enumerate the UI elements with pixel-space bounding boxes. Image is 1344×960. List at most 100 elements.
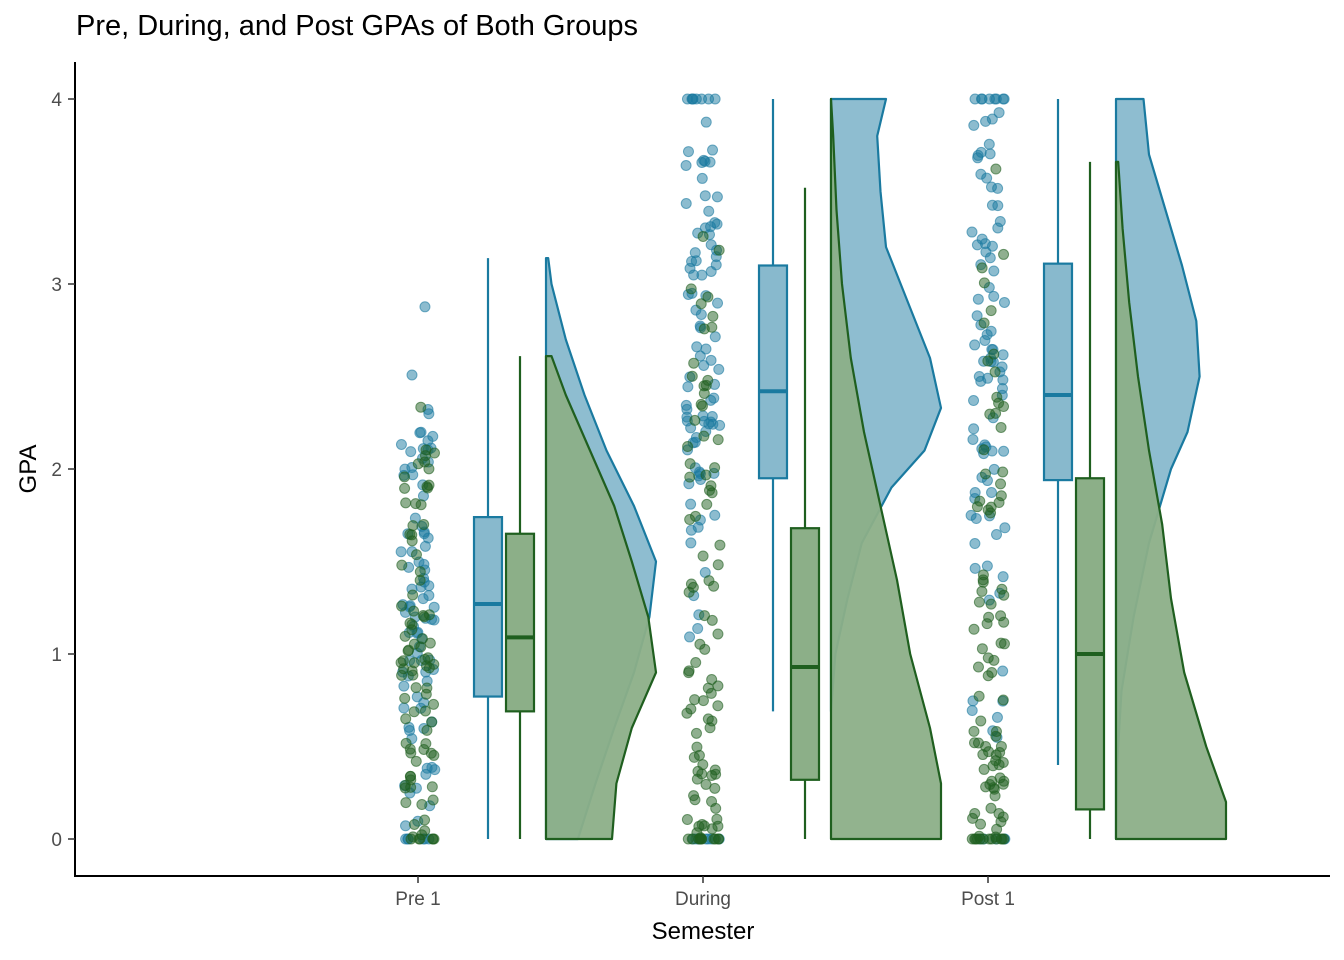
data-point bbox=[405, 770, 417, 782]
data-point bbox=[980, 115, 992, 127]
data-point bbox=[985, 181, 997, 193]
data-point bbox=[415, 641, 427, 653]
data-point bbox=[966, 705, 978, 717]
data-point bbox=[680, 159, 692, 171]
data-point bbox=[968, 119, 980, 131]
data-point bbox=[408, 706, 420, 718]
data-point bbox=[997, 694, 1009, 706]
data-point bbox=[991, 529, 1003, 541]
data-point bbox=[995, 421, 1007, 433]
x-tick-label: Pre 1 bbox=[395, 889, 440, 910]
data-point bbox=[698, 359, 710, 371]
data-point bbox=[707, 310, 719, 322]
data-point bbox=[710, 802, 722, 814]
box-iqr bbox=[504, 532, 536, 713]
data-point bbox=[968, 423, 980, 435]
box-iqr bbox=[1074, 477, 1106, 811]
data-point bbox=[709, 93, 721, 105]
data-point bbox=[693, 749, 705, 761]
data-point bbox=[706, 673, 718, 685]
data-point bbox=[982, 372, 994, 384]
data-point bbox=[998, 401, 1010, 413]
data-point bbox=[998, 589, 1010, 601]
data-point bbox=[406, 529, 418, 541]
data-point bbox=[985, 802, 997, 814]
x-tick-label: Post 1 bbox=[961, 889, 1015, 910]
data-point bbox=[415, 401, 427, 413]
y-tick-label: 0 bbox=[51, 830, 62, 851]
box-iqr bbox=[472, 515, 504, 698]
data-point bbox=[427, 430, 439, 442]
data-point bbox=[966, 226, 978, 238]
data-point bbox=[972, 661, 984, 673]
axes-layer: 0 1 2 3 4 Pre 1 During Post 1 bbox=[51, 62, 1330, 910]
data-point bbox=[420, 738, 432, 750]
data-point bbox=[971, 501, 983, 513]
data-point bbox=[417, 593, 429, 605]
data-point bbox=[709, 462, 721, 474]
density-clouds-layer bbox=[544, 97, 1228, 841]
data-point bbox=[427, 794, 439, 806]
data-point bbox=[682, 441, 694, 453]
data-point bbox=[705, 354, 717, 366]
data-point bbox=[982, 652, 994, 664]
data-point bbox=[976, 262, 988, 274]
data-point bbox=[712, 628, 724, 640]
data-point bbox=[987, 760, 999, 772]
data-point bbox=[988, 348, 1000, 360]
data-point bbox=[703, 418, 715, 430]
data-point bbox=[698, 430, 710, 442]
data-point bbox=[410, 498, 422, 510]
data-point bbox=[404, 725, 416, 737]
data-point bbox=[685, 283, 697, 295]
data-point bbox=[712, 297, 724, 309]
data-point bbox=[986, 240, 998, 252]
data-point bbox=[406, 369, 418, 381]
data-point bbox=[981, 618, 993, 630]
data-point bbox=[700, 116, 712, 128]
data-point bbox=[972, 293, 984, 305]
data-point bbox=[683, 665, 695, 677]
data-point bbox=[711, 191, 723, 203]
data-point bbox=[681, 707, 693, 719]
data-point bbox=[701, 498, 713, 510]
data-point bbox=[684, 631, 696, 643]
data-point bbox=[997, 466, 1009, 478]
data-point bbox=[396, 559, 408, 571]
data-point bbox=[998, 248, 1010, 260]
data-point bbox=[685, 524, 697, 536]
data-point bbox=[706, 823, 718, 835]
data-point bbox=[968, 725, 980, 737]
jitter-points-layer bbox=[395, 93, 1011, 845]
data-point bbox=[410, 682, 422, 694]
data-point bbox=[990, 726, 1002, 738]
data-point bbox=[998, 296, 1010, 308]
data-point bbox=[968, 395, 980, 407]
y-tick-label: 4 bbox=[51, 90, 62, 111]
density-cloud bbox=[829, 97, 943, 841]
data-point bbox=[973, 690, 985, 702]
data-point bbox=[999, 522, 1011, 534]
data-point bbox=[705, 394, 717, 406]
data-point bbox=[399, 692, 411, 704]
data-point bbox=[983, 93, 995, 105]
y-tick-label: 2 bbox=[51, 460, 62, 481]
data-point bbox=[400, 820, 412, 832]
data-point bbox=[985, 507, 997, 519]
x-tick-label: During bbox=[675, 889, 731, 910]
data-point bbox=[426, 781, 438, 793]
data-point bbox=[992, 200, 1004, 212]
data-point bbox=[399, 630, 411, 642]
data-point bbox=[680, 197, 692, 209]
data-point bbox=[682, 381, 694, 393]
data-point bbox=[699, 190, 711, 202]
data-point bbox=[421, 682, 433, 694]
data-point bbox=[688, 790, 700, 802]
data-point bbox=[973, 596, 985, 608]
data-point bbox=[984, 408, 996, 420]
data-point bbox=[418, 518, 430, 530]
data-point bbox=[395, 546, 407, 558]
data-point bbox=[697, 230, 709, 242]
data-point bbox=[684, 471, 696, 483]
data-point bbox=[969, 339, 981, 351]
